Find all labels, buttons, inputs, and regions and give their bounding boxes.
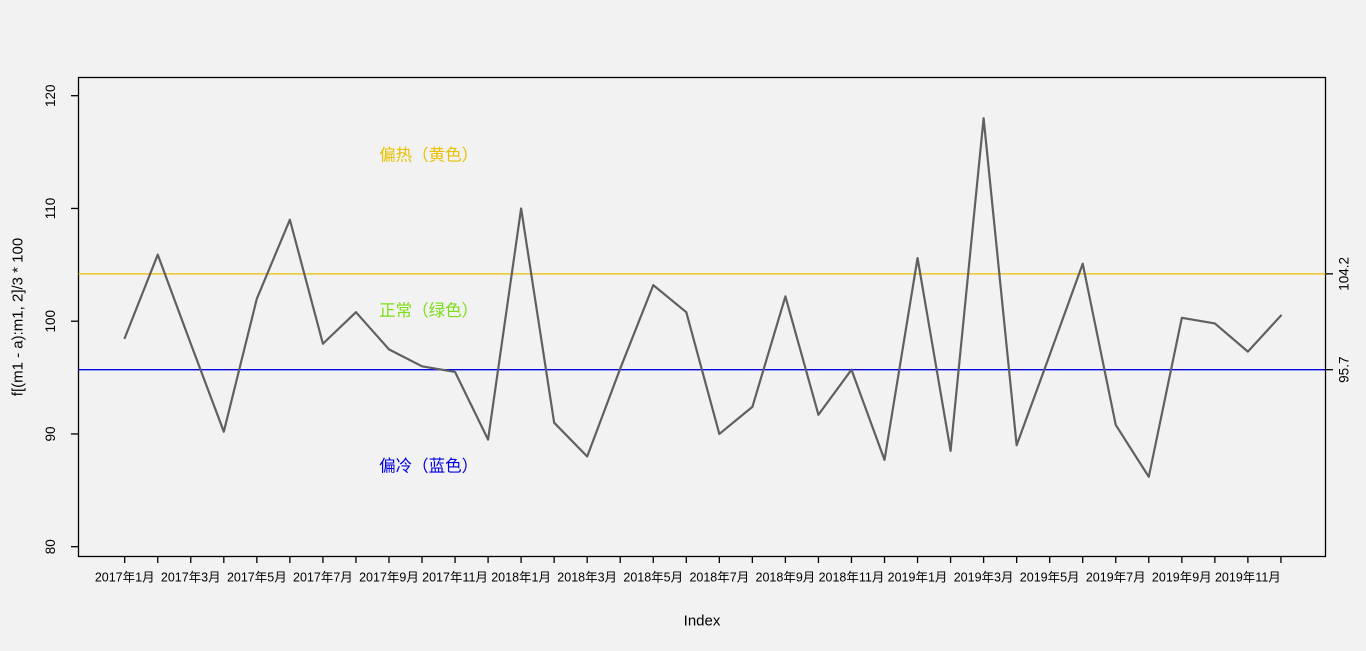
x-axis-tick-label: 2019年5月 bbox=[1020, 571, 1080, 585]
y-axis-tick-label: 80 bbox=[43, 539, 58, 554]
x-axis-tick-label: 2018年11月 bbox=[819, 571, 885, 585]
x-axis-tick-label: 2017年5月 bbox=[227, 571, 287, 585]
hot-zone-label: 偏热（黄色） bbox=[379, 145, 478, 164]
x-axis-tick-label: 2019年11月 bbox=[1215, 571, 1281, 585]
y-axis-tick-label: 120 bbox=[43, 84, 58, 107]
x-axis-tick-label: 2017年3月 bbox=[161, 571, 221, 585]
y-axis-tick-label: 100 bbox=[43, 310, 58, 333]
x-axis-tick-label: 2019年9月 bbox=[1152, 571, 1212, 585]
y-axis-title: f[(m1 - a):m1, 2]/3 * 100 bbox=[9, 237, 27, 397]
x-axis-tick-label: 2017年9月 bbox=[359, 571, 419, 585]
plot-box bbox=[77, 76, 1327, 558]
x-axis-tick-label: 2019年7月 bbox=[1086, 571, 1146, 585]
x-axis-tick-label: 2017年1月 bbox=[95, 571, 155, 585]
x-axis-tick-label: 2017年7月 bbox=[293, 571, 353, 585]
y-axis-tick-label: 90 bbox=[43, 426, 58, 441]
normal-zone-label: 正常（绿色） bbox=[379, 301, 478, 320]
x-axis-tick-label: 2018年7月 bbox=[689, 571, 749, 585]
x-axis-tick-label: 2018年5月 bbox=[623, 571, 683, 585]
data-series-line bbox=[123, 117, 1283, 478]
x-axis-tick-label: 2018年3月 bbox=[557, 571, 617, 585]
cold-zone-label: 偏冷（蓝色） bbox=[379, 457, 478, 476]
y-axis-tick-label: 110 bbox=[43, 198, 58, 220]
x-axis-tick-label: 2019年3月 bbox=[954, 571, 1014, 585]
right-axis-tick-label: 95.7 bbox=[1337, 357, 1352, 383]
x-axis-tick-label: 2017年11月 bbox=[422, 571, 488, 585]
x-axis-tick-label: 2018年9月 bbox=[756, 571, 816, 585]
right-axis-tick-label: 104.2 bbox=[1337, 257, 1352, 291]
x-axis-tick-label: 2018年1月 bbox=[491, 571, 551, 585]
x-axis-title: Index bbox=[683, 612, 721, 630]
x-axis-tick-label: 2019年1月 bbox=[888, 571, 948, 585]
